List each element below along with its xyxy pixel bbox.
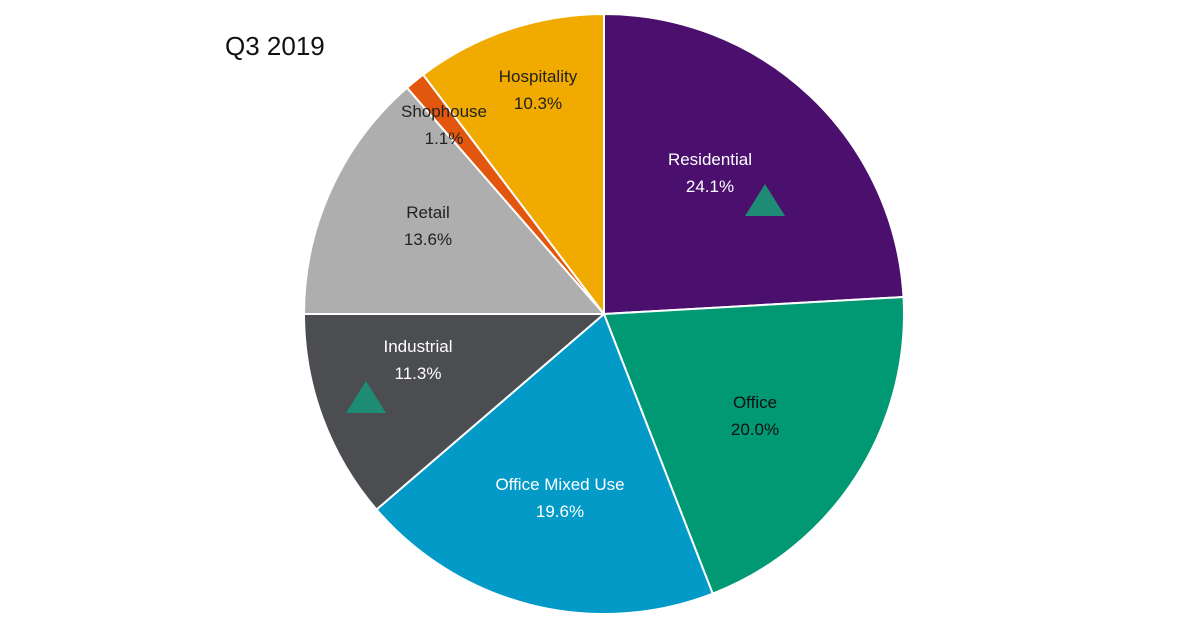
slice-value-label: 11.3% <box>395 364 442 383</box>
slice-label: Office Mixed Use <box>495 475 624 494</box>
pie-slice-hospitality <box>421 12 605 317</box>
slice-label: Hospitality <box>499 67 578 86</box>
slice-label: Shophouse <box>401 102 487 121</box>
pie-slices <box>302 12 905 615</box>
slice-label: Residential <box>668 150 752 169</box>
pie-slice-office <box>602 295 905 595</box>
slice-label: Retail <box>406 203 449 222</box>
slice-value-label: 10.3% <box>514 94 562 113</box>
slice-value-label: 24.1% <box>686 177 734 196</box>
slice-value-label: 19.6% <box>536 502 584 521</box>
slice-value-label: 13.6% <box>404 230 452 249</box>
increase-triangle-icon <box>346 381 386 413</box>
pie-slice-office-mixed-use <box>375 312 714 615</box>
slice-label: Industrial <box>384 337 453 356</box>
pie-slice-retail <box>302 86 607 315</box>
slice-label: Office <box>733 393 777 412</box>
slice-value-label: 20.0% <box>731 420 779 439</box>
pie-slice-industrial <box>302 313 607 511</box>
pie-markers <box>346 184 785 413</box>
increase-triangle-icon <box>745 184 785 216</box>
pie-labels: Residential 24.1% Office 20.0% Office Mixed … <box>384 67 780 521</box>
pie-slice-residential <box>603 12 905 316</box>
slice-value-label: 1.1% <box>425 129 464 148</box>
chart-subtitle: Q3 2019 <box>225 31 325 61</box>
